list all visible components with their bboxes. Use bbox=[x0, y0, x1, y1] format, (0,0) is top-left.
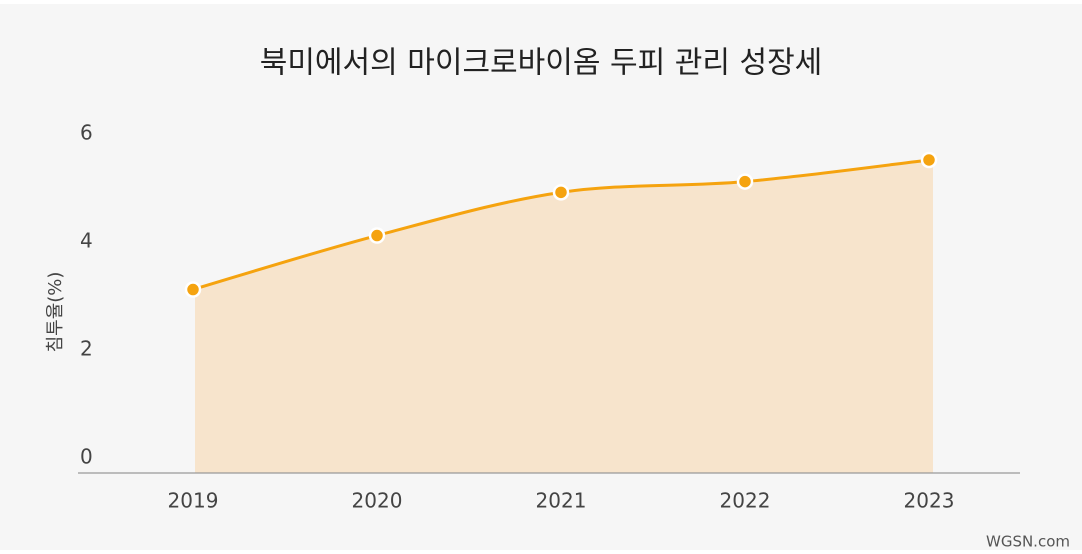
point bbox=[184, 281, 202, 298]
y-tick-label: 0 bbox=[80, 445, 93, 469]
x-tick-label: 2023 bbox=[904, 489, 955, 513]
point bbox=[736, 173, 754, 190]
x-tick-label: 2019 bbox=[168, 489, 219, 513]
point bbox=[368, 227, 386, 244]
chart-title: 북미에서의 마이크로바이옴 두피 관리 성장세 bbox=[260, 46, 823, 81]
source: WGSN.com bbox=[986, 533, 1070, 551]
y-axis-label: 침투율(%) bbox=[45, 272, 66, 353]
x-tick-label: 2020 bbox=[352, 489, 403, 513]
y-tick-label: 2 bbox=[80, 337, 93, 361]
point bbox=[920, 151, 938, 169]
y-tick-label: 6 bbox=[80, 121, 93, 145]
y-tick-label: 4 bbox=[80, 229, 93, 253]
x-tick-label: 2021 bbox=[536, 489, 587, 513]
x-tick-label: 2022 bbox=[720, 489, 771, 513]
point bbox=[552, 184, 570, 201]
